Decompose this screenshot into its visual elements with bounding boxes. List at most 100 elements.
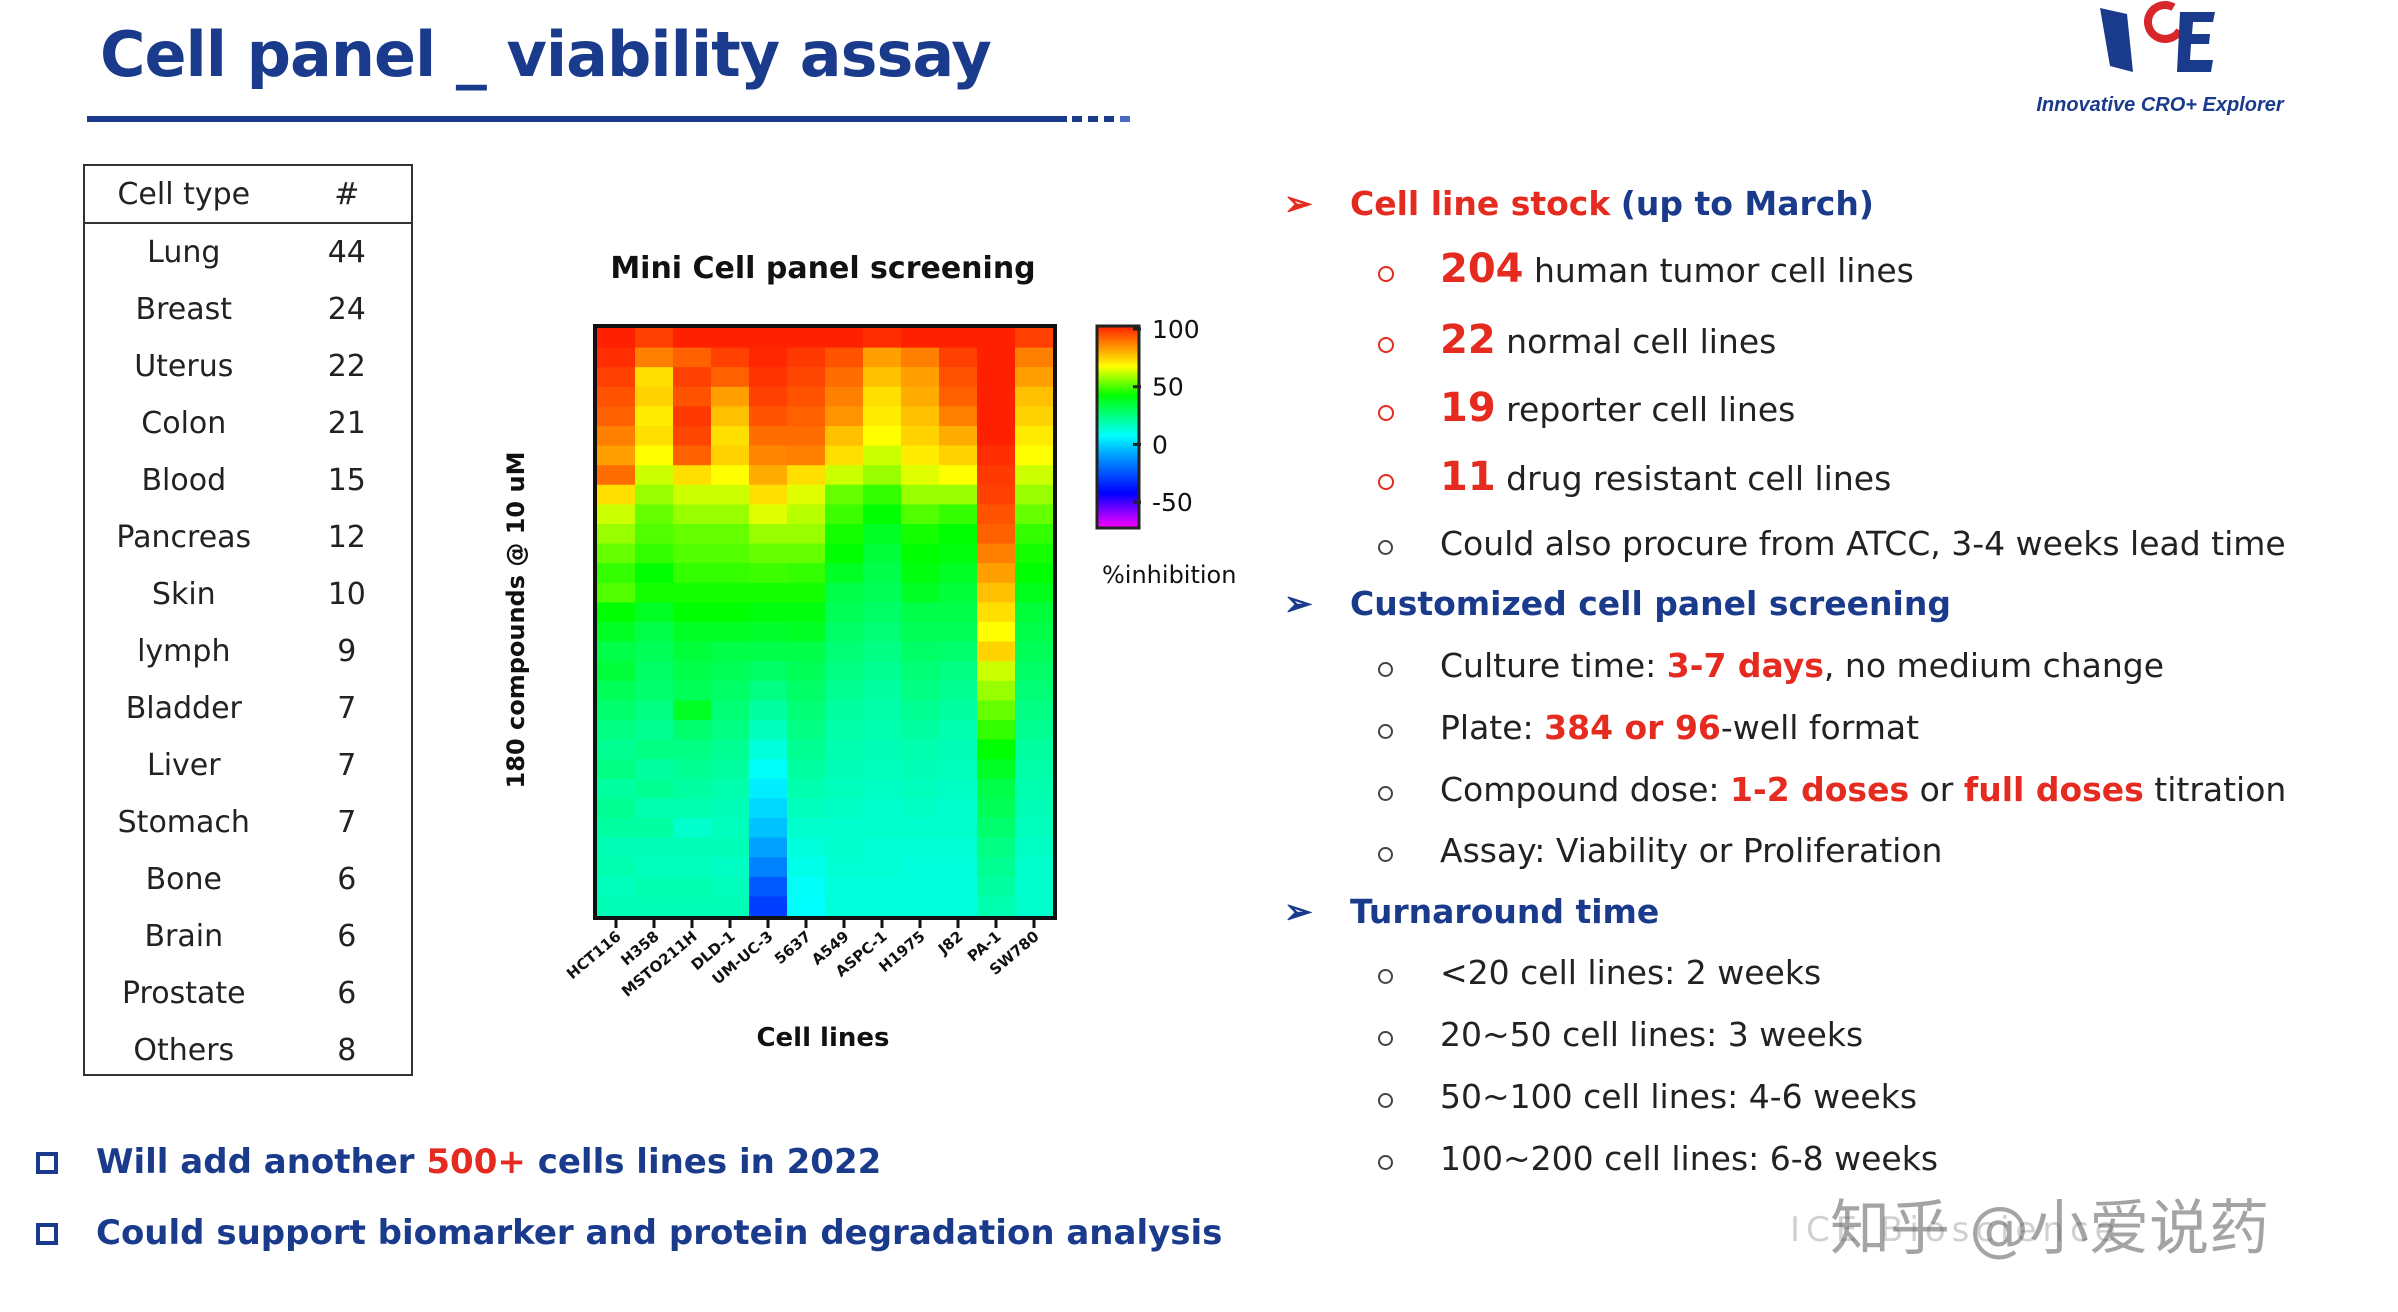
heatmap-cell [787, 818, 826, 839]
heatmap-cell [673, 661, 712, 682]
heatmap-cell [787, 582, 826, 603]
heatmap-cell [597, 759, 636, 780]
heatmap-cell [939, 328, 978, 349]
cell-type: Lung [147, 235, 221, 270]
cell-count: 6 [337, 976, 357, 1011]
heatmap-cell [749, 622, 788, 643]
table-row: Skin 10 [85, 566, 411, 623]
heatmap-cell [901, 739, 940, 760]
heatmap-cell [1015, 504, 1054, 525]
heatmap-cell [939, 798, 978, 819]
heatmap-cell [597, 661, 636, 682]
heatmap-cell [787, 837, 826, 858]
underline-dash [1120, 116, 1130, 122]
heatmap-cell [939, 661, 978, 682]
heatmap-cell [1015, 680, 1054, 701]
heatmap-cell [635, 896, 674, 917]
heatmap-cell [673, 484, 712, 505]
heatmap-cell [977, 876, 1016, 897]
heatmap-cell [863, 739, 902, 760]
cell-count: 15 [327, 463, 366, 498]
heatmap-cell [1015, 896, 1054, 917]
cell-type-table: Cell type # Lung 44 Breast 24 Uterus 22 Colon 2… [83, 164, 413, 1076]
square-bullet-icon [36, 1223, 58, 1245]
heatmap-cell [1015, 876, 1054, 897]
y-axis-label: 180 compounds @ 10 uM [502, 452, 530, 789]
table-row: Bone 6 [85, 851, 411, 908]
heatmap-cell [597, 484, 636, 505]
heatmap-cell [673, 367, 712, 388]
heatmap-cell [901, 896, 940, 917]
heatmap-cell [863, 582, 902, 603]
heatmap-cell [635, 406, 674, 427]
table-row: Lung 44 [85, 224, 411, 281]
heatmap-cell [901, 524, 940, 545]
heatmap-cell [939, 759, 978, 780]
heatmap-cell [711, 524, 750, 545]
cell-count: 44 [327, 235, 366, 270]
heatmap-cell [977, 347, 1016, 368]
heatmap-cell [787, 563, 826, 584]
heatmap-cell [597, 778, 636, 799]
circle-bullet-icon [1378, 1031, 1393, 1046]
heatmap-cell [1015, 778, 1054, 799]
heatmap-cell [711, 837, 750, 858]
heatmap-cell [597, 328, 636, 349]
heatmap-cell [711, 347, 750, 368]
stock-item: 11 drug resistant cell lines [1440, 454, 1892, 500]
heatmap-cell [825, 739, 864, 760]
heatmap-cell [977, 700, 1016, 721]
heatmap-cell [863, 328, 902, 349]
heatmap-cell [1015, 484, 1054, 505]
heatmap-cell [901, 328, 940, 349]
heatmap-cell [825, 328, 864, 349]
bottom-note-2: Could support biomarker and protein degr… [96, 1213, 1223, 1253]
heatmap-cell [787, 739, 826, 760]
cell-type: Stomach [117, 805, 250, 840]
heatmap-cell [787, 896, 826, 917]
x-tick-label: J82 [934, 927, 967, 958]
heatmap-cell [597, 406, 636, 427]
cell-type: Bladder [125, 691, 242, 726]
heatmap-cell [977, 524, 1016, 545]
heatmap-cell [901, 406, 940, 427]
heatmap-cell [977, 602, 1016, 623]
heatmap-cell [787, 328, 826, 349]
heatmap-cell [787, 798, 826, 819]
heatmap-cell [711, 563, 750, 584]
heatmap-cell [749, 406, 788, 427]
heatmap-cell [825, 524, 864, 545]
cell-count: 22 [327, 349, 366, 384]
heatmap-cell [787, 367, 826, 388]
heatmap-cell [901, 602, 940, 623]
heatmap-cell [787, 426, 826, 447]
heatmap-cell [635, 426, 674, 447]
heatmap-cell [901, 543, 940, 564]
cell-type: Brain [144, 919, 224, 954]
heatmap-cell [1015, 328, 1054, 349]
circle-bullet-icon [1378, 266, 1394, 282]
custom-item: Plate: 384 or 96-well format [1440, 708, 1920, 747]
heatmap-cell [711, 484, 750, 505]
heatmap-cell [749, 700, 788, 721]
cell-type: Liver [146, 748, 221, 783]
cell-type: Skin [151, 577, 216, 612]
heatmap-cell [673, 739, 712, 760]
heatmap-cell [711, 602, 750, 623]
heatmap-cell [939, 739, 978, 760]
heatmap-cell [711, 798, 750, 819]
heatmap-cell [597, 622, 636, 643]
heatmap-cell [825, 504, 864, 525]
heatmap-cell [863, 602, 902, 623]
heatmap-cell [711, 465, 750, 486]
heatmap-cell [977, 465, 1016, 486]
underline-dash [1104, 116, 1114, 122]
heatmap-cell [597, 641, 636, 662]
heatmap-cell [977, 759, 1016, 780]
table-row: Uterus 22 [85, 338, 411, 395]
heatmap-cell [1015, 798, 1054, 819]
heatmap-cell [863, 778, 902, 799]
heatmap-cell [939, 700, 978, 721]
heatmap-cell [901, 876, 940, 897]
heatmap-cell [787, 445, 826, 466]
